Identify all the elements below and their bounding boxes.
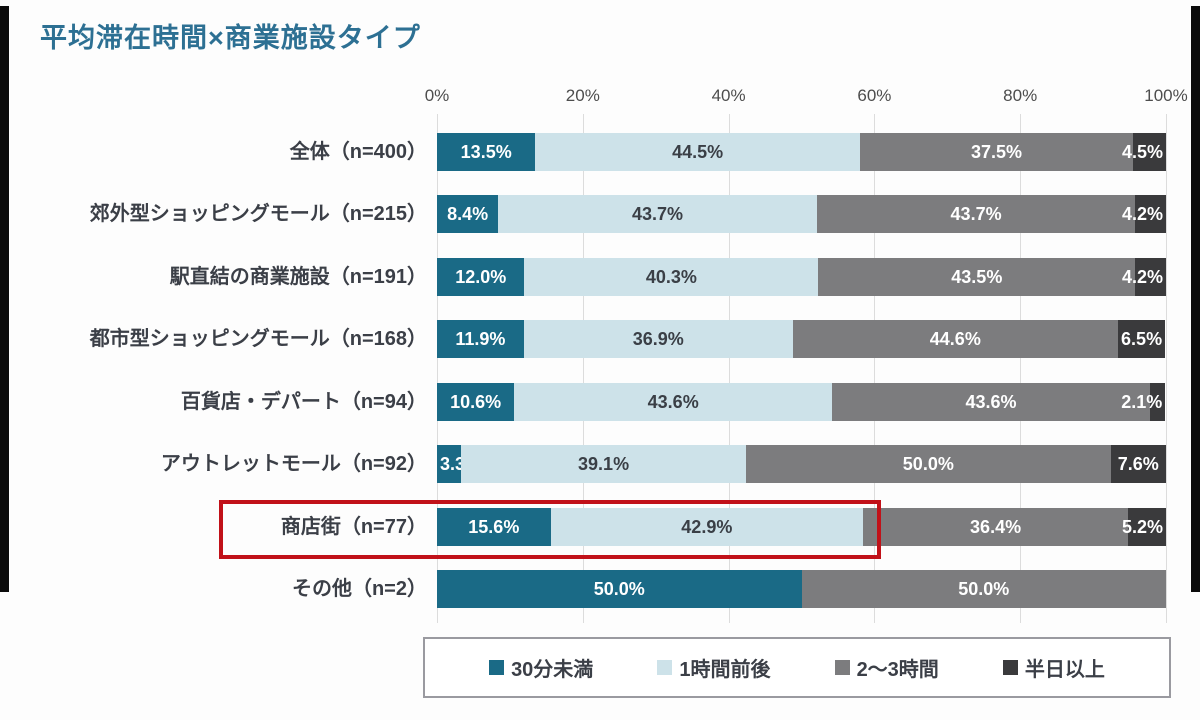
category-label: 百貨店・デパート（n=94） <box>180 391 427 413</box>
bar-segment-2～3時間: 37.5% <box>859 133 1134 171</box>
bar-segment-半日以上: 4.2% <box>1122 195 1166 233</box>
legend-item: 2～3時間 <box>834 653 939 682</box>
category-label: 郊外型ショッピングモール（n=215） <box>89 203 427 225</box>
bar-segment-2～3時間: 50.0% <box>801 570 1166 608</box>
chart-title: 平均滞在時間×商業施設タイプ <box>40 23 421 53</box>
gridline <box>1020 114 1022 623</box>
bar-segment-30分未満: 11.9% <box>437 320 524 358</box>
x-axis-tick: 80% <box>1003 86 1038 105</box>
bar-segment-1時間前後: 36.9% <box>523 320 793 358</box>
bar-segment-2～3時間: 50.0% <box>746 445 1111 483</box>
category-label: アウトレットモール（n=92） <box>160 453 427 475</box>
stacked-bar: 8.4% 43.7% 43.7% 4.2% <box>437 195 1166 233</box>
stacked-bar: 15.6% 42.9% 36.4% 5.2% <box>437 508 1167 546</box>
bar-segment-30分未満: 3.3% <box>437 445 481 483</box>
stacked-bar: 50.0% 50.0% <box>437 570 1166 608</box>
stacked-bar: 12.0% 40.3% 43.5% 4.2% <box>437 258 1166 296</box>
bar-segment-30分未満: 50.0% <box>437 570 802 608</box>
bar-segment-1時間前後: 43.7% <box>498 195 817 233</box>
highlight-box <box>219 500 882 559</box>
bar-segment-1時間前後: 42.9% <box>550 508 864 546</box>
stacked-bar: 10.6%43.6%43.6%2.1% <box>437 383 1166 421</box>
category-label: 駅直結の商業施設（n=191） <box>169 266 427 288</box>
bar-segment-半日以上: 4.5% <box>1122 133 1166 171</box>
x-axis-tick: 40% <box>711 86 746 105</box>
gridline <box>874 114 876 623</box>
gridline <box>728 114 730 623</box>
bar-segment-2～3時間: 43.7% <box>816 195 1136 233</box>
bar-segment-1時間前後: 44.5% <box>535 133 860 171</box>
legend-label: 2～3時間 <box>856 659 939 681</box>
legend-item: 1時間前後 <box>657 653 771 682</box>
bar-segment-30分未満: 12.0% <box>437 258 525 296</box>
bar-segment-30分未満: 13.5% <box>437 133 536 171</box>
bar-segment-半日以上: 5.2% <box>1122 508 1167 546</box>
bar-segment-30分未満: 10.6% <box>437 383 515 421</box>
category-label: 都市型ショッピングモール（n=168） <box>89 328 427 350</box>
legend: 30分未満 1時間前後 2～3時間 半日以上 <box>423 637 1171 698</box>
left-edge-bar <box>0 6 9 592</box>
right-edge-bar <box>1191 6 1200 592</box>
bar-segment-2～3時間: 44.6% <box>792 320 1118 358</box>
gridline <box>1166 114 1167 623</box>
bar-segment-半日以上: 4.2% <box>1122 258 1166 296</box>
gridline <box>437 114 438 623</box>
category-label: 全体（n=400） <box>289 141 427 163</box>
category-label: その他（n=2） <box>291 578 427 600</box>
bar-segment-30分未満: 15.6% <box>437 508 551 546</box>
legend-swatch-icon <box>657 660 673 675</box>
legend-item: 半日以上 <box>1002 653 1105 682</box>
legend-swatch-icon <box>489 660 505 675</box>
bar-segment-30分未満: 8.4% <box>437 195 499 233</box>
bar-segment-半日以上: 7.6% <box>1110 445 1166 483</box>
x-axis-tick: 20% <box>565 86 600 105</box>
bar-segment-2～3時間: 43.5% <box>818 258 1136 296</box>
category-label: 商店街（n=77） <box>280 516 427 538</box>
legend-label: 半日以上 <box>1024 659 1105 681</box>
bar-segment-1時間前後: 43.6% <box>514 383 833 421</box>
x-axis-tick: 60% <box>857 86 892 105</box>
stacked-bar: 11.9% 36.9% 44.6% 6.5% <box>437 320 1166 358</box>
bar-segment-半日以上: 6.5% <box>1117 320 1166 358</box>
bar-segment-1時間前後: 40.3% <box>524 258 819 296</box>
bar-segment-1時間前後: 39.1% <box>461 445 747 483</box>
legend-swatch-icon <box>1002 660 1018 675</box>
x-axis-tick: 100% <box>1144 86 1188 105</box>
legend-swatch-icon <box>834 660 850 675</box>
legend-label: 1時間前後 <box>679 659 771 681</box>
bar-segment-半日以上: 2.1% <box>1121 383 1166 421</box>
legend-item: 30分未満 <box>489 653 593 682</box>
stacked-bar: 3.3%39.1%50.0%7.6% <box>437 445 1166 483</box>
stacked-bar: 13.5% 44.5% 37.5% 4.5% <box>437 133 1166 171</box>
legend-label: 30分未満 <box>511 659 594 681</box>
gridline <box>582 114 584 623</box>
x-axis-tick: 0% <box>424 86 450 105</box>
bar-segment-2～3時間: 43.6% <box>832 383 1150 421</box>
bar-segment-2～3時間: 36.4% <box>863 508 1129 546</box>
